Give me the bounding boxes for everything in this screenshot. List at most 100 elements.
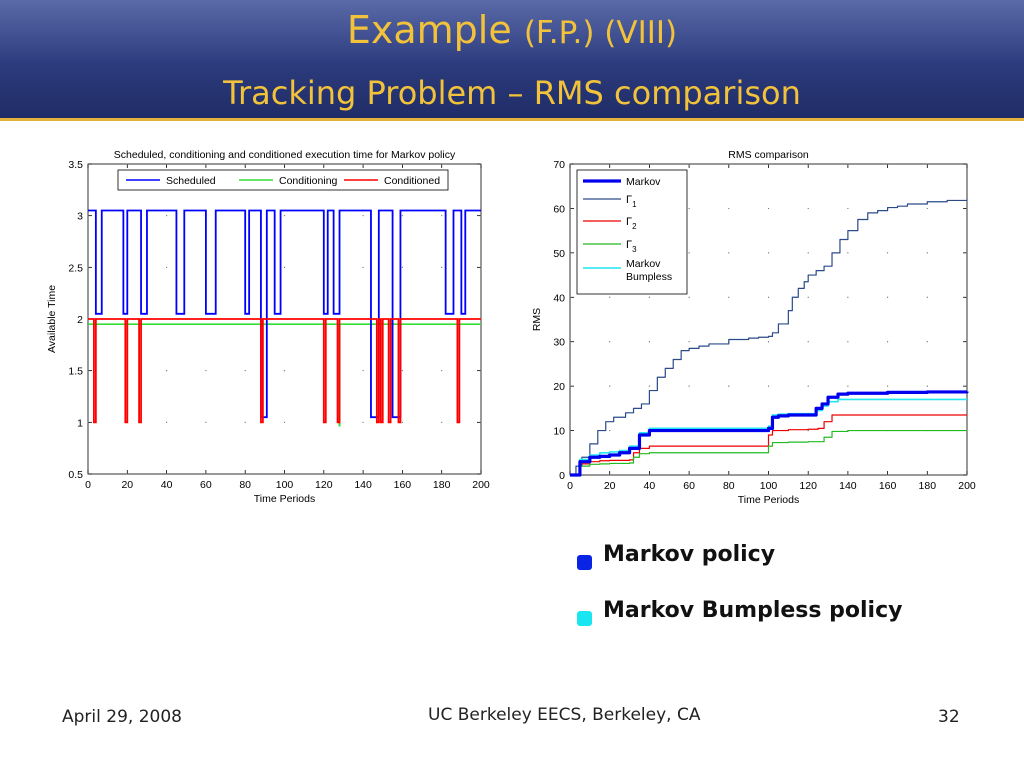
footer-center: UC Berkeley EECS, Berkeley, CA (428, 705, 701, 725)
legend-label: Markov (626, 176, 661, 188)
grid-dot (401, 163, 403, 165)
grid-dot (926, 163, 928, 165)
bullet-square-icon (577, 555, 592, 570)
x-tick-label: 0 (85, 479, 91, 491)
grid-dot (441, 266, 443, 268)
grid-dot (688, 474, 690, 476)
grid-dot (283, 266, 286, 268)
grid-dot (767, 385, 770, 387)
x-tick-label: 20 (121, 479, 133, 491)
grid-dot (480, 473, 482, 475)
grid-dot (609, 296, 611, 298)
grid-dot (648, 341, 650, 343)
x-tick-label: 140 (354, 479, 372, 491)
y-tick-label: 50 (553, 248, 565, 260)
grid-dot (205, 473, 207, 475)
grid-dot (688, 296, 690, 298)
grid-dot (728, 252, 730, 254)
y-tick-label: 2 (77, 314, 83, 326)
grid-dot (966, 296, 968, 298)
legend-label: Conditioning (279, 175, 338, 187)
grid-dot (401, 370, 403, 372)
grid-dot (362, 473, 364, 475)
grid-dot (569, 163, 571, 165)
y-tick-label: 3 (77, 211, 83, 223)
grid-dot (244, 163, 246, 165)
x-tick-label: 40 (161, 479, 173, 491)
grid-dot (847, 474, 849, 476)
y-tick-label: 40 (553, 292, 565, 304)
x-axis-label: Time Periods (254, 493, 315, 505)
grid-dot (480, 163, 482, 165)
series-scheduled-line (88, 209, 481, 419)
grid-dot (847, 341, 849, 343)
grid-dot (244, 473, 246, 475)
x-axis-label: Time Periods (738, 494, 799, 506)
grid-dot (807, 474, 809, 476)
x-tick-label: 160 (394, 479, 412, 491)
grid-dot (609, 474, 611, 476)
grid-dot (688, 341, 690, 343)
grid-dot (807, 163, 809, 165)
grid-dot (648, 474, 650, 476)
grid-dot (283, 163, 286, 165)
grid-dot (609, 385, 611, 387)
grid-dot (441, 163, 443, 165)
x-tick-label: 60 (200, 479, 212, 491)
x-tick-label: 200 (958, 480, 976, 492)
legend-label: Γ3 (626, 239, 637, 254)
y-tick-label: 10 (553, 426, 565, 438)
slide-subtitle: Tracking Problem – RMS comparison (223, 74, 801, 112)
legend-label: Conditioned (384, 175, 440, 187)
grid-dot (767, 163, 770, 165)
y-tick-label: 0 (559, 470, 565, 482)
grid-dot (847, 296, 849, 298)
series-line-2 (570, 414, 968, 476)
grid-dot (728, 207, 730, 210)
y-axis-label: RMS (531, 308, 543, 331)
legend-label: Markov (626, 258, 661, 270)
x-tick-label: 100 (276, 479, 294, 491)
y-tick-label: 1 (77, 417, 83, 429)
grid-dot (767, 296, 770, 298)
grid-dot (926, 385, 928, 387)
grid-dot (847, 252, 849, 254)
grid-dot (807, 252, 809, 254)
y-tick-label: 30 (553, 337, 565, 349)
grid-dot (480, 215, 482, 217)
grid-dot (847, 163, 849, 165)
grid-dot (728, 296, 730, 298)
grid-dot (569, 296, 571, 298)
grid-dot (283, 421, 286, 423)
grid-dot (441, 215, 443, 217)
x-tick-label: 60 (683, 480, 695, 492)
grid-dot (166, 215, 168, 217)
grid-dot (728, 163, 730, 165)
grid-dot (887, 385, 889, 387)
x-tick-label: 80 (239, 479, 251, 491)
bullet-text: Markov policy (603, 542, 776, 567)
grid-dot (441, 473, 443, 475)
grid-dot (244, 370, 246, 372)
x-tick-label: 180 (919, 480, 937, 492)
grid-dot (887, 252, 889, 254)
legend-box (117, 169, 449, 191)
grid-dot (87, 266, 89, 268)
slide-title-main: Example (346, 8, 512, 52)
grid-dot (767, 341, 770, 343)
x-tick-label: 100 (760, 480, 778, 492)
x-tick-label: 80 (723, 480, 735, 492)
y-tick-label: 70 (553, 159, 565, 171)
grid-dot (728, 385, 730, 387)
grid-dot (205, 370, 207, 372)
grid-dot (688, 385, 690, 387)
slide-title-suffix: (F.P.) (VIII) (523, 15, 678, 51)
grid-dot (728, 474, 730, 476)
bullet-text: Markov Bumpless policy (603, 598, 903, 623)
grid-dot (166, 421, 168, 423)
series-line-1 (570, 198, 968, 476)
grid-dot (87, 215, 89, 217)
grid-dot (166, 163, 168, 165)
grid-dot (767, 207, 770, 210)
